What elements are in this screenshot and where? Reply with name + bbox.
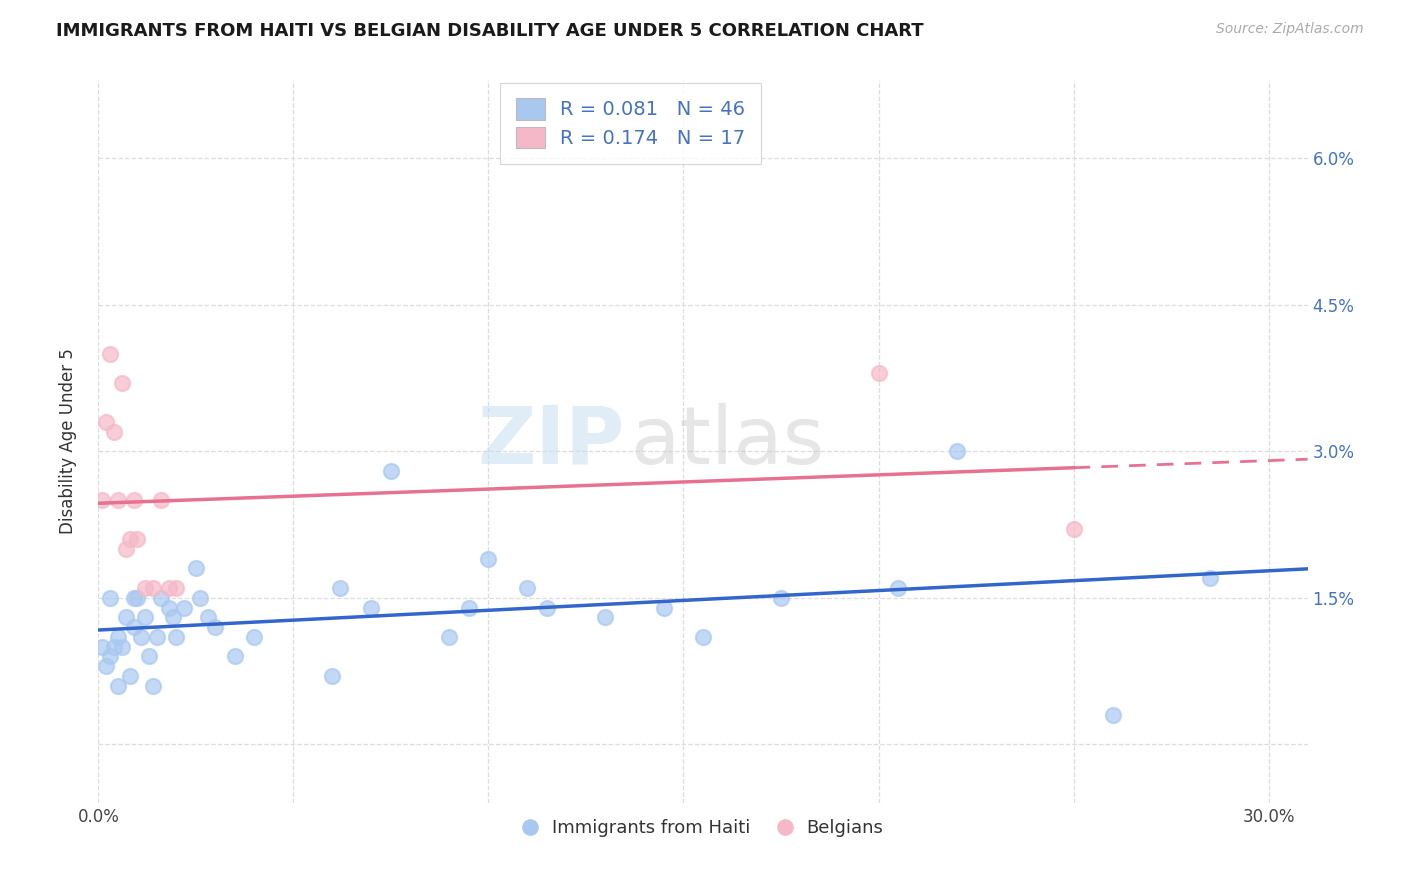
Point [103,640,125,654]
Text: ZIP: ZIP [477,402,624,481]
Legend: Immigrants from Haiti, Belgians: Immigrants from Haiti, Belgians [516,812,890,845]
Point [595,610,617,624]
Point [184,561,207,575]
Point [122,493,145,508]
Point [204,620,226,634]
Point [439,630,461,644]
Point [1101,707,1123,722]
Point [887,581,910,595]
Point [134,610,156,624]
Point [91,640,114,654]
Point [107,493,129,508]
Point [162,610,184,624]
Point [188,591,211,605]
Point [329,581,352,595]
Point [652,600,675,615]
Point [142,679,165,693]
Point [107,679,129,693]
Point [111,376,134,390]
Point [98,346,121,360]
Point [173,600,195,615]
Point [127,591,149,605]
Point [118,532,141,546]
Point [360,600,382,615]
Text: atlas: atlas [630,402,825,481]
Point [536,600,558,615]
Point [243,630,266,644]
Point [458,600,481,615]
Point [224,649,246,664]
Point [118,669,141,683]
Point [111,640,134,654]
Point [157,581,180,595]
Point [197,610,219,624]
Point [131,630,153,644]
Y-axis label: Disability Age Under 5: Disability Age Under 5 [59,349,77,534]
Point [114,610,136,624]
Point [127,532,149,546]
Point [1199,571,1222,585]
Point [165,581,187,595]
Point [122,591,145,605]
Text: IMMIGRANTS FROM HAITI VS BELGIAN DISABILITY AGE UNDER 5 CORRELATION CHART: IMMIGRANTS FROM HAITI VS BELGIAN DISABIL… [56,22,924,40]
Point [165,630,187,644]
Point [142,581,165,595]
Point [149,493,172,508]
Point [945,444,967,458]
Point [868,366,890,380]
Point [477,551,499,566]
Point [114,541,136,556]
Point [1063,523,1085,537]
Point [516,581,538,595]
Point [380,464,402,478]
Point [157,600,180,615]
Point [98,591,121,605]
Point [98,649,121,664]
Point [103,425,125,439]
Point [122,620,145,634]
Point [96,415,118,429]
Point [91,493,114,508]
Point [107,630,129,644]
Point [96,659,118,673]
Point [769,591,792,605]
Point [138,649,160,664]
Point [149,591,172,605]
Point [146,630,169,644]
Point [134,581,156,595]
Point [692,630,714,644]
Point [321,669,343,683]
Text: Source: ZipAtlas.com: Source: ZipAtlas.com [1216,22,1364,37]
